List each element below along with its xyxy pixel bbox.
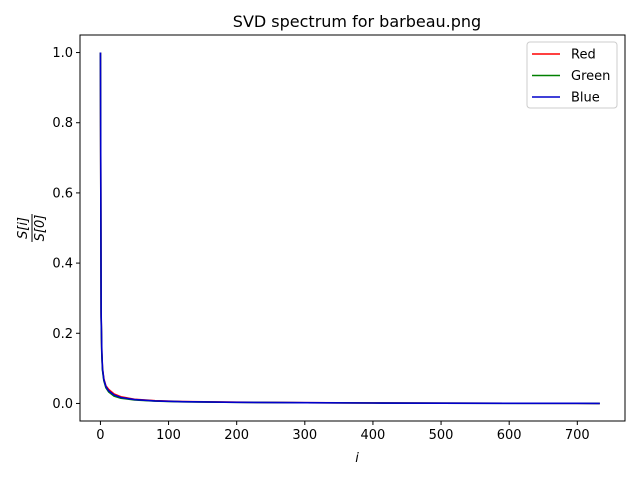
y-tick-label: 0.6 <box>52 186 73 201</box>
series-line-blue <box>99 52 600 405</box>
x-axis-ticks: 0 100 200 300 400 500 600 700 <box>96 421 590 443</box>
legend-label-green: Green <box>571 69 610 84</box>
legend-label-red: Red <box>571 48 596 63</box>
series-line-green <box>99 52 600 405</box>
x-tick-label: 0 <box>96 428 104 443</box>
series-line-red <box>99 52 600 405</box>
legend-box <box>526 41 618 109</box>
x-tick-label: 600 <box>497 428 522 443</box>
y-tick-label: 0.4 <box>52 257 73 272</box>
y-tick-label: 0.0 <box>52 397 73 412</box>
x-tick-label: 400 <box>361 428 386 443</box>
series-lines <box>99 52 600 405</box>
y-tick-label: 0.2 <box>52 327 73 342</box>
plot-frame <box>79 34 626 422</box>
x-tick-label: 500 <box>429 428 454 443</box>
x-axis-label: i <box>355 451 359 466</box>
legend: Red Green Blue <box>526 41 618 109</box>
legend-label-blue: Blue <box>571 91 600 106</box>
y-tick-label: 1.0 <box>52 46 73 61</box>
chart-title: SVD spectrum for barbeau.png <box>233 12 481 31</box>
x-tick-label: 200 <box>224 428 249 443</box>
x-tick-label: 300 <box>292 428 317 443</box>
y-axis-label-numerator: S[i] <box>16 217 31 239</box>
x-tick-label: 100 <box>156 428 181 443</box>
y-axis-label-denominator: S[0] <box>33 215 48 242</box>
y-tick-label: 0.8 <box>52 116 73 131</box>
y-axis-label: S[i] S[0] <box>16 214 48 242</box>
y-axis-ticks: 0.0 0.2 0.4 0.6 0.8 1.0 <box>52 46 80 412</box>
x-tick-label: 700 <box>565 428 590 443</box>
